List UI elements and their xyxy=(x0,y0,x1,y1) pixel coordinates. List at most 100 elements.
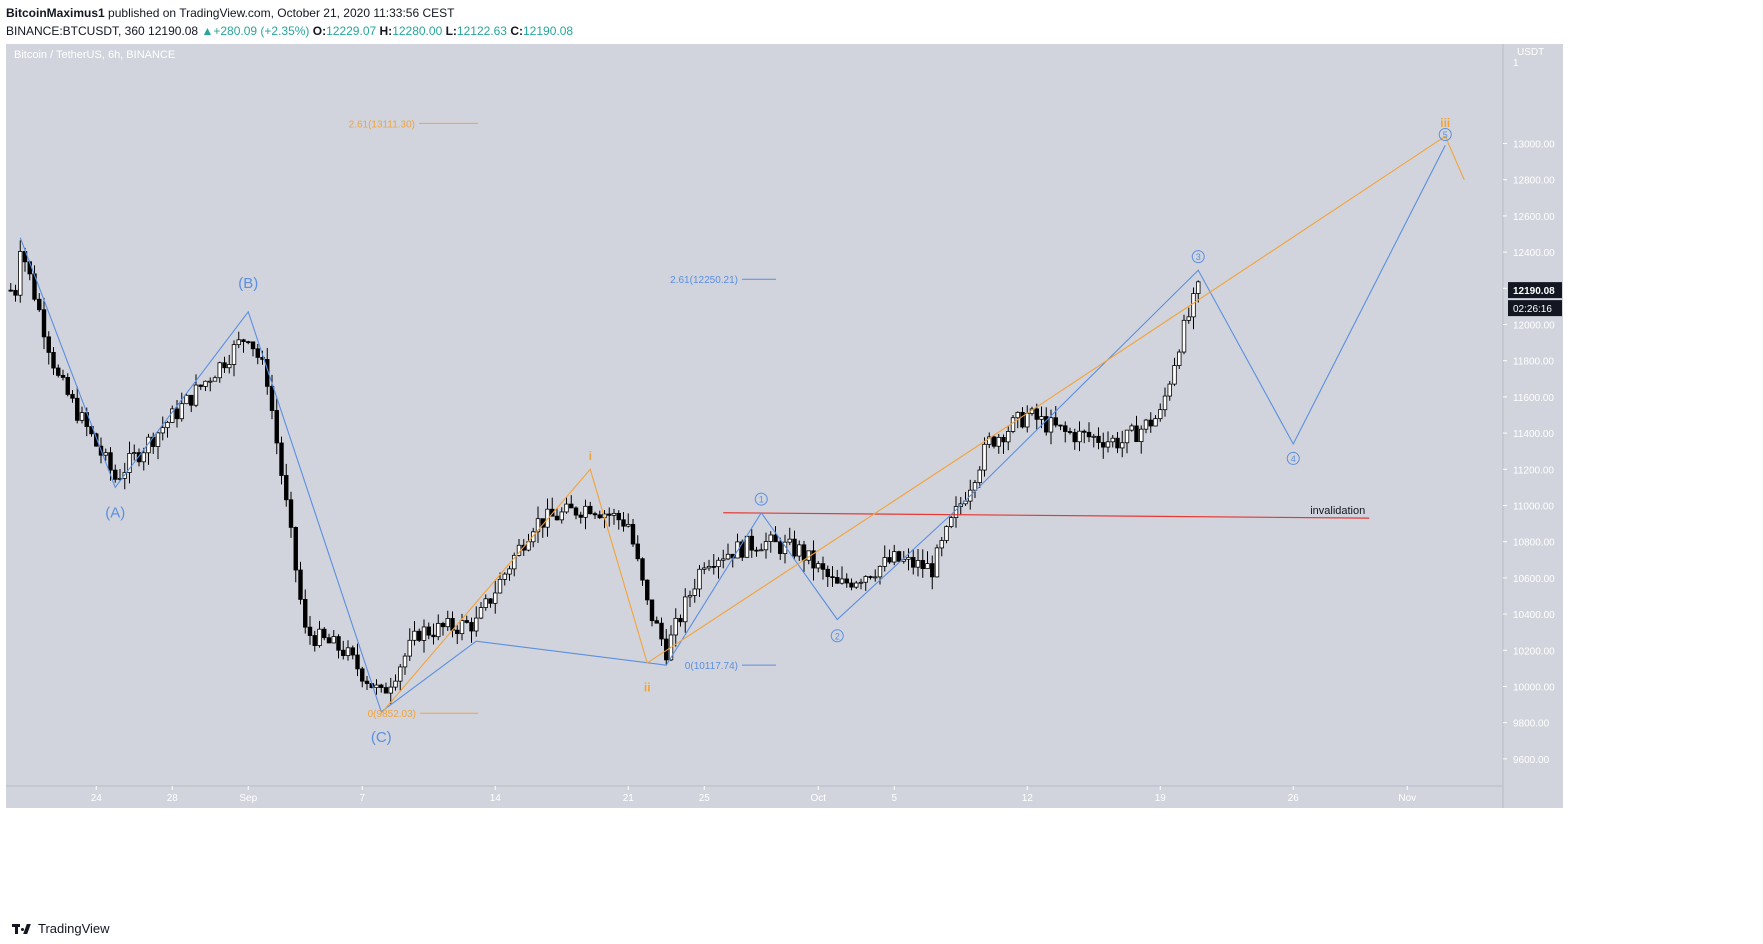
candle-up xyxy=(203,380,208,387)
candle-down xyxy=(868,576,873,578)
candle-down xyxy=(383,687,389,694)
candle-down xyxy=(431,634,436,638)
candle-up xyxy=(1124,429,1130,444)
candle-down xyxy=(592,513,598,516)
candle-down xyxy=(887,557,892,563)
plot-area[interactable] xyxy=(6,44,1503,786)
candle-up xyxy=(1153,418,1158,427)
candle-down xyxy=(659,622,664,640)
candle-up xyxy=(611,512,617,516)
candle-up xyxy=(141,452,146,463)
candle-down xyxy=(41,309,47,338)
candle-up xyxy=(982,443,987,471)
candle-down xyxy=(820,563,826,570)
price-tick-label: 13000.00 xyxy=(1513,140,1555,151)
candle-up xyxy=(1186,316,1191,321)
time-axis[interactable] xyxy=(6,786,1503,808)
candle-up xyxy=(170,408,175,423)
up-arrow-icon: ▲ xyxy=(201,24,214,38)
price-tick-label: 9600.00 xyxy=(1513,755,1550,766)
candle-up xyxy=(193,384,199,406)
time-tick-label: 24 xyxy=(91,793,103,804)
price-tick-label: 11400.00 xyxy=(1513,429,1554,440)
price-axis[interactable] xyxy=(1503,44,1563,808)
candle-down xyxy=(274,410,279,444)
price-tick-label: 12400.00 xyxy=(1513,248,1555,259)
time-tick-label: 25 xyxy=(699,793,711,804)
candle-up xyxy=(673,617,678,636)
price-chart[interactable]: 2.61(13111.30) 2.61(12250.21) 0(10117.74) 0… xyxy=(0,44,1763,914)
publish-info: BitcoinMaximus1 published on TradingView… xyxy=(6,6,455,20)
candle-up xyxy=(1105,441,1111,448)
candle-up xyxy=(892,551,897,563)
candle-up xyxy=(493,592,498,604)
candle-down xyxy=(588,505,593,515)
candle-up xyxy=(393,680,398,688)
candle-up xyxy=(459,620,465,635)
wave-circle xyxy=(830,629,844,643)
candle-up xyxy=(217,362,222,379)
candle-up xyxy=(858,581,864,584)
candle-down xyxy=(1148,419,1153,427)
candle-up xyxy=(877,565,883,578)
candle-up xyxy=(1129,425,1134,431)
candle-down xyxy=(336,636,341,651)
candle-up xyxy=(497,578,503,594)
candle-up xyxy=(331,636,336,644)
candle-down xyxy=(654,620,659,624)
low-label: L: xyxy=(445,24,457,38)
invalidation-line xyxy=(723,512,1370,519)
candle-up xyxy=(716,559,721,568)
candle-down xyxy=(1101,442,1106,448)
candle-up xyxy=(132,452,137,455)
candle-down xyxy=(364,680,370,684)
candle-up xyxy=(398,666,403,682)
chart-header: BitcoinMaximus1 published on TradingView… xyxy=(0,0,1763,44)
candle-down xyxy=(1072,432,1077,443)
candle-down xyxy=(930,563,935,578)
author-name[interactable]: BitcoinMaximus1 xyxy=(6,6,105,20)
candle-down xyxy=(645,579,650,601)
wave-label: ii xyxy=(644,680,651,694)
candle-down xyxy=(8,289,13,292)
price-tick-label: 12800.00 xyxy=(1513,176,1555,187)
candle-up xyxy=(421,626,427,641)
price-tick-label: 11000.00 xyxy=(1513,501,1554,512)
wave-circle xyxy=(1191,250,1205,264)
candle-down xyxy=(1082,430,1087,433)
wave-label: 5 xyxy=(1443,130,1448,140)
wave-label: 4 xyxy=(1291,454,1296,464)
candle-up xyxy=(721,558,726,561)
candle-down xyxy=(488,598,493,604)
wave-circle xyxy=(1286,451,1300,465)
time-tick-label: 7 xyxy=(359,793,365,804)
time-tick-label: 26 xyxy=(1288,793,1300,804)
candle-up xyxy=(1172,365,1177,385)
candle-up xyxy=(559,511,564,521)
countdown-label: 02:26:16 xyxy=(1513,304,1552,315)
candle-up xyxy=(725,553,731,560)
candle-down xyxy=(65,377,70,395)
candle-up xyxy=(512,554,517,570)
blue-wave-line xyxy=(19,145,1446,713)
low-value: 12122.63 xyxy=(456,24,507,38)
time-tick-label: Sep xyxy=(239,793,257,804)
candle-down xyxy=(1020,411,1025,428)
price-tick-label: 11800.00 xyxy=(1513,357,1554,368)
candle-up xyxy=(165,422,170,429)
candle-down xyxy=(569,503,574,509)
candle-up xyxy=(412,630,417,641)
candle-down xyxy=(911,557,916,568)
wave-labels: 2.61(13111.30) 2.61(12250.21) 0(10117.74) 0… xyxy=(105,116,1452,746)
candle-up xyxy=(388,686,393,694)
candle-down xyxy=(835,577,840,584)
tradingview-logo[interactable]: TradingView xyxy=(12,921,110,936)
price-tick-label: 10200.00 xyxy=(1513,646,1555,657)
candle-down xyxy=(322,628,327,639)
candle-up xyxy=(127,453,132,473)
footer: TradingView xyxy=(0,914,1763,944)
candle-up xyxy=(768,534,773,542)
candle-up xyxy=(706,566,712,569)
candle-up xyxy=(787,538,792,543)
wave-label: 1 xyxy=(759,495,764,505)
